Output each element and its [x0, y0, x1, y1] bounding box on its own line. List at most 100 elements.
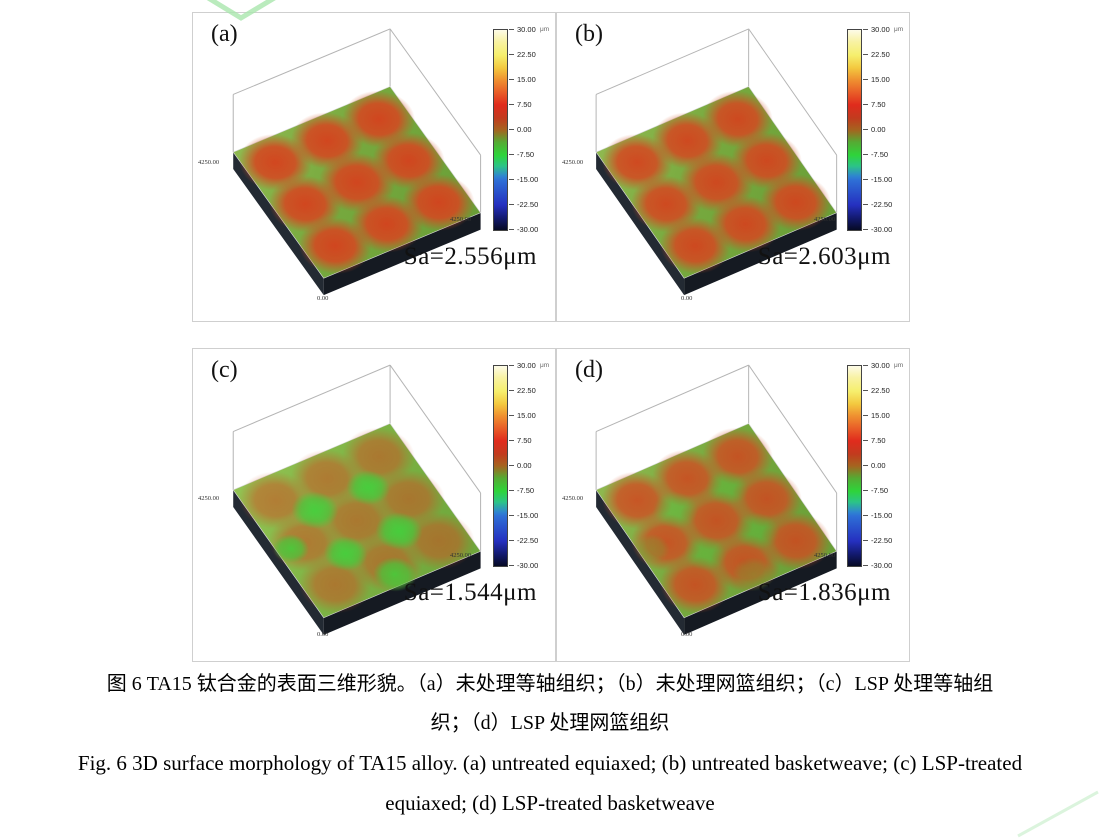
colorbar-unit: μm	[540, 362, 550, 369]
slab-right-face	[323, 551, 481, 635]
tick-dash	[509, 53, 514, 55]
colorbar-tick: -15.00	[509, 175, 538, 184]
axis-tick-right: 4250.00	[450, 552, 472, 559]
panel-label: (c)	[211, 357, 238, 383]
tick-dash	[863, 53, 868, 55]
slab-right-face	[684, 551, 837, 635]
tick-value: -7.50	[517, 485, 535, 495]
tick-dash	[509, 514, 514, 516]
tick-dash	[509, 28, 514, 30]
tick-dash	[509, 389, 514, 391]
tick-dash	[509, 464, 514, 466]
tick-value: 7.50	[871, 99, 886, 109]
tick-value: -7.50	[871, 149, 889, 159]
caption-en-line1: Fig. 6 3D surface morphology of TA15 all…	[77, 751, 1023, 775]
tick-value: -7.50	[517, 149, 535, 159]
colorbar-unit: μm	[894, 362, 904, 369]
sa-roughness-value: Sa=1.544μm	[403, 579, 537, 606]
tick-dash	[863, 364, 868, 366]
tick-value: 15.00	[517, 410, 536, 420]
tick-dash	[509, 178, 514, 180]
tick-value: 30.00	[517, 24, 536, 34]
slab-left-face	[596, 152, 685, 296]
panel-a: (a) 4250.00 4250.00 0.00 Sa=2.556μm 30.0…	[192, 12, 556, 322]
colorbar-tick: 15.00	[509, 74, 538, 84]
slab-left-face	[233, 489, 324, 635]
axis-tick-left: 4250.00	[198, 495, 220, 502]
colorbar-ticks: 30.00 22.50 15.00 7.50 0.00 -7.50 -15.00 -22.50…	[509, 24, 539, 234]
tick-dash	[509, 228, 514, 230]
colorbar-ticks: 30.00 22.50 15.00 7.50 0.00 -7.50 -15.00 -22.50…	[509, 361, 538, 570]
tick-dash	[863, 228, 868, 230]
axis-tick-left: 4250.00	[198, 159, 220, 166]
tick-value: -15.00	[871, 174, 893, 184]
colorbar-tick: -22.50	[509, 536, 538, 545]
tick-dash	[509, 364, 514, 366]
tick-value: -30.00	[871, 560, 893, 570]
tick-dash	[509, 203, 514, 205]
colorbar-unit: μm	[540, 26, 550, 33]
tick-dash	[509, 128, 514, 130]
tick-dash	[863, 389, 868, 391]
axis-tick-left: 4250.00	[562, 495, 584, 502]
colorbar-tick: -22.50	[509, 199, 539, 209]
tick-value: 30.00	[871, 24, 890, 34]
surface-top	[588, 80, 844, 285]
colorbar-tick: 7.50	[863, 435, 892, 445]
surface-top	[225, 80, 489, 285]
tick-value: 22.50	[871, 49, 890, 59]
tick-dash	[863, 128, 868, 130]
colorbar-ticks: 30.00 22.50 15.00 7.50 0.00 -7.50 -15.00 -22.50…	[863, 24, 893, 234]
tick-value: 7.50	[517, 99, 532, 109]
tick-value: 22.50	[517, 385, 536, 395]
panel-b: (b) 4250.00 4250.00 0.00 Sa=2.603μm 30.0…	[556, 12, 910, 322]
tick-dash	[509, 439, 514, 441]
sa-roughness-value: Sa=1.836μm	[757, 579, 891, 606]
tick-value: 0.00	[871, 460, 886, 470]
colorbar-tick: 22.50	[863, 49, 892, 59]
colorbar-tick: 7.50	[509, 99, 538, 109]
tick-value: -30.00	[517, 224, 539, 234]
axis-tick-origin: 0.00	[681, 295, 693, 302]
surface-plot-a	[225, 28, 489, 296]
tick-value: 15.00	[871, 410, 890, 420]
tick-dash	[509, 489, 514, 491]
tick-dash	[509, 153, 514, 155]
colorbar-tick: 0.00	[863, 460, 892, 470]
colorbar-tick: 7.50	[509, 436, 538, 445]
tick-value: -22.50	[517, 199, 539, 209]
panel-label: (d)	[575, 357, 603, 383]
axis-tick-right: 4250.00	[814, 552, 836, 559]
colorbar: 30.00 22.50 15.00 7.50 0.00 -7.50 -15.00 -22.50…	[847, 359, 909, 575]
panel-d: (d) 4250.00 4250.00 0.00 Sa=1.836μm 30.0…	[556, 348, 910, 662]
colorbar-tick: 15.00	[509, 410, 538, 420]
tick-value: -7.50	[871, 485, 889, 495]
colorbar-gradient	[847, 365, 862, 567]
axis-tick-origin: 0.00	[317, 295, 329, 302]
colorbar-tick: -7.50	[863, 149, 892, 159]
tick-value: -22.50	[871, 199, 893, 209]
surface-top	[225, 417, 489, 625]
colorbar-tick: -7.50	[509, 149, 538, 159]
tick-dash	[509, 564, 514, 566]
sa-roughness-value: Sa=2.556μm	[403, 243, 537, 270]
colorbar-tick: -15.00	[863, 511, 892, 520]
axis-tick-origin: 0.00	[681, 631, 693, 638]
caption-en-line2: equiaxed; (d) LSP-treated basketweave	[385, 791, 715, 815]
colorbar-tick: 22.50	[863, 386, 892, 395]
tick-dash	[863, 103, 868, 105]
colorbar-tick: -22.50	[863, 536, 892, 545]
colorbar: 30.00 22.50 15.00 7.50 0.00 -7.50 -15.00 -22.50…	[847, 23, 909, 239]
colorbar-tick: 0.00	[509, 461, 538, 470]
tick-dash	[509, 414, 514, 416]
panel-c: (c) 4250.00 4250.00 0.00 Sa=1.544μm 30.0…	[192, 348, 556, 662]
tick-value: 7.50	[871, 435, 886, 445]
tick-value: 15.00	[517, 74, 536, 84]
colorbar-tick: 0.00	[509, 125, 538, 134]
tick-value: 15.00	[871, 74, 890, 84]
colorbar-tick: 30.00	[509, 24, 538, 34]
tick-dash	[863, 203, 868, 205]
colorbar-tick: 22.50	[509, 385, 538, 395]
tick-value: 0.00	[871, 124, 886, 134]
colorbar-tick: 30.00	[509, 361, 538, 370]
